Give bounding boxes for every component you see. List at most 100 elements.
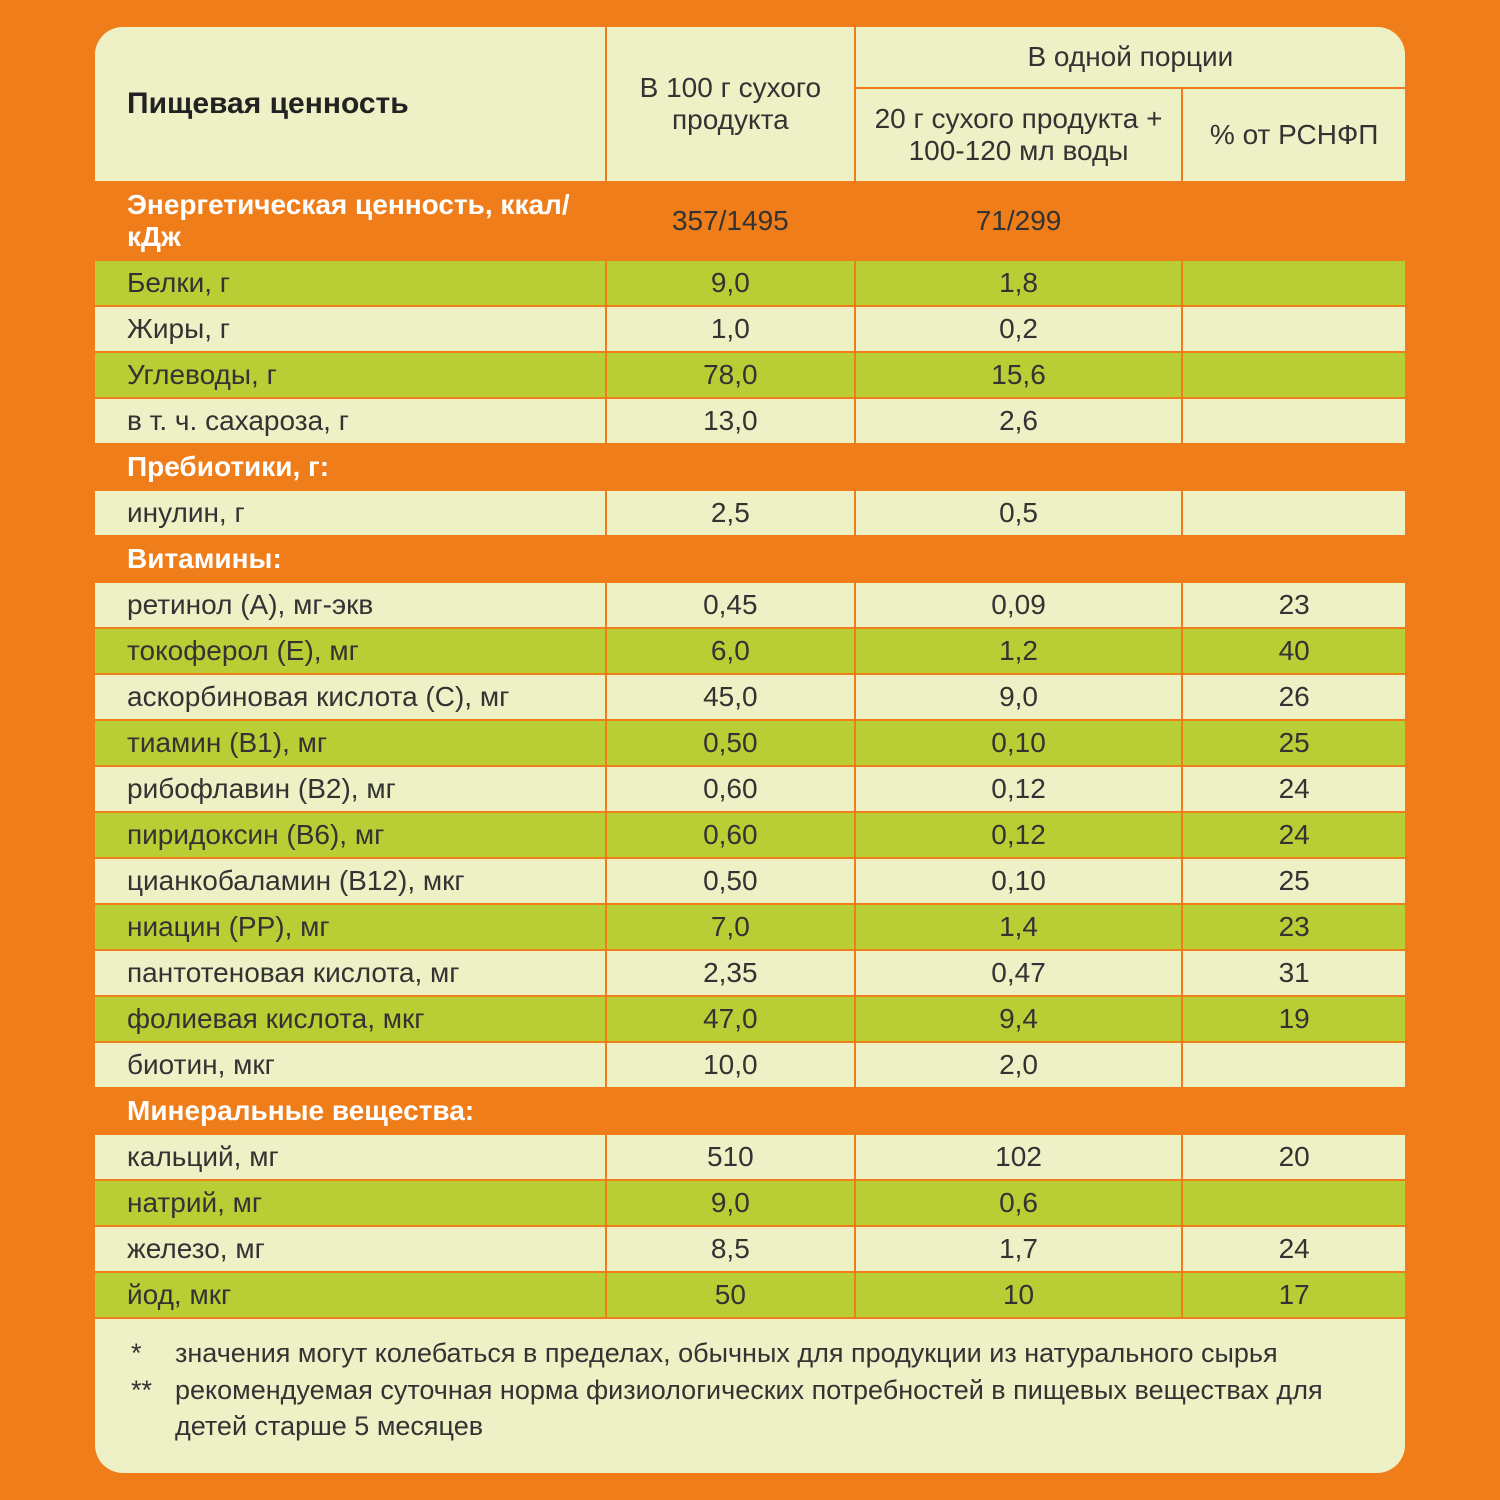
row-label: в т. ч. сахароза, г	[95, 398, 606, 444]
cell-pct	[1182, 490, 1405, 536]
table-row: цианкобаламин (В12), мкг0,500,1025	[95, 858, 1405, 904]
table-row: Жиры, г1,00,2	[95, 306, 1405, 352]
cell-100g: 10,0	[606, 1042, 855, 1088]
cell-pct: 26	[1182, 674, 1405, 720]
row-label: пиридоксин (В6), мг	[95, 812, 606, 858]
cell-portion: 1,4	[855, 904, 1183, 950]
row-label: йод, мкг	[95, 1272, 606, 1318]
row-label: Минеральные вещества:	[95, 1088, 606, 1134]
cell-pct: 23	[1182, 904, 1405, 950]
table-row: тиамин (В1), мг0,500,1025	[95, 720, 1405, 766]
cell-100g: 2,35	[606, 950, 855, 996]
cell-pct	[1182, 306, 1405, 352]
cell-pct	[1182, 536, 1405, 582]
cell-100g: 78,0	[606, 352, 855, 398]
cell-pct	[1182, 1180, 1405, 1226]
cell-pct: 24	[1182, 812, 1405, 858]
table-row: ниацин (РР), мг7,01,423	[95, 904, 1405, 950]
cell-100g: 7,0	[606, 904, 855, 950]
cell-pct	[1182, 260, 1405, 306]
section-row: Минеральные вещества:	[95, 1088, 1405, 1134]
row-label: Энергетическая ценность, ккал/кДж	[95, 182, 606, 260]
cell-portion: 2,0	[855, 1042, 1183, 1088]
cell-portion: 10	[855, 1272, 1183, 1318]
cell-pct: 25	[1182, 720, 1405, 766]
row-label: биотин, мкг	[95, 1042, 606, 1088]
cell-portion: 0,5	[855, 490, 1183, 536]
cell-100g: 50	[606, 1272, 855, 1318]
cell-portion: 71/299	[855, 182, 1183, 260]
footnote-marker: **	[131, 1372, 175, 1445]
cell-100g	[606, 444, 855, 490]
row-label: цианкобаламин (В12), мкг	[95, 858, 606, 904]
row-label: аскорбиновая кислота (С), мг	[95, 674, 606, 720]
section-row: Пребиотики, г:	[95, 444, 1405, 490]
cell-pct: 24	[1182, 1226, 1405, 1272]
footnote-text: значения могут колебаться в пределах, об…	[175, 1335, 1278, 1371]
cell-portion: 0,10	[855, 720, 1183, 766]
row-label: фолиевая кислота, мкг	[95, 996, 606, 1042]
header-percent-rsnfp: % от РСНФП	[1182, 88, 1405, 182]
table-row: железо, мг8,51,724	[95, 1226, 1405, 1272]
row-label: Жиры, г	[95, 306, 606, 352]
row-label: ниацин (РР), мг	[95, 904, 606, 950]
cell-portion: 102	[855, 1134, 1183, 1180]
row-label: ретинол (А), мг-экв	[95, 582, 606, 628]
row-label: пантотеновая кислота, мг	[95, 950, 606, 996]
cell-pct	[1182, 1042, 1405, 1088]
cell-100g: 45,0	[606, 674, 855, 720]
footnote-marker: *	[131, 1335, 175, 1371]
cell-pct	[1182, 352, 1405, 398]
row-label: Углеводы, г	[95, 352, 606, 398]
table-row: йод, мкг501017	[95, 1272, 1405, 1318]
table-row: рибофлавин (В2), мг0,600,1224	[95, 766, 1405, 812]
cell-portion: 1,7	[855, 1226, 1183, 1272]
cell-pct	[1182, 444, 1405, 490]
table-body: Энергетическая ценность, ккал/кДж357/149…	[95, 182, 1405, 1318]
cell-100g: 8,5	[606, 1226, 855, 1272]
cell-pct: 40	[1182, 628, 1405, 674]
nutrition-card: Пищевая ценность В 100 г сухого продукта…	[95, 27, 1405, 1472]
cell-100g: 2,5	[606, 490, 855, 536]
cell-100g: 0,45	[606, 582, 855, 628]
cell-100g: 0,60	[606, 812, 855, 858]
cell-portion: 9,4	[855, 996, 1183, 1042]
header-portion-group: В одной порции	[855, 27, 1405, 88]
cell-portion	[855, 444, 1183, 490]
row-label: кальций, мг	[95, 1134, 606, 1180]
table-row: пиридоксин (В6), мг0,600,1224	[95, 812, 1405, 858]
cell-portion	[855, 536, 1183, 582]
row-label: токоферол (Е), мг	[95, 628, 606, 674]
cell-100g: 6,0	[606, 628, 855, 674]
cell-portion: 1,2	[855, 628, 1183, 674]
cell-portion: 0,09	[855, 582, 1183, 628]
header-portion-desc: 20 г сухого продукта + 100-120 мл воды	[855, 88, 1183, 182]
cell-pct: 31	[1182, 950, 1405, 996]
cell-100g: 357/1495	[606, 182, 855, 260]
cell-100g: 47,0	[606, 996, 855, 1042]
table-row: натрий, мг9,00,6	[95, 1180, 1405, 1226]
table-row: кальций, мг51010220	[95, 1134, 1405, 1180]
cell-portion: 0,10	[855, 858, 1183, 904]
nutrition-table: Пищевая ценность В 100 г сухого продукта…	[95, 27, 1405, 1319]
section-row: Витамины:	[95, 536, 1405, 582]
table-row: биотин, мкг10,02,0	[95, 1042, 1405, 1088]
cell-portion: 0,47	[855, 950, 1183, 996]
cell-portion: 2,6	[855, 398, 1183, 444]
cell-pct: 19	[1182, 996, 1405, 1042]
table-row: фолиевая кислота, мкг47,09,419	[95, 996, 1405, 1042]
row-label: рибофлавин (В2), мг	[95, 766, 606, 812]
cell-100g: 13,0	[606, 398, 855, 444]
cell-100g	[606, 536, 855, 582]
table-row: в т. ч. сахароза, г13,02,6	[95, 398, 1405, 444]
cell-portion: 9,0	[855, 674, 1183, 720]
cell-portion: 0,12	[855, 812, 1183, 858]
table-row: Углеводы, г78,015,6	[95, 352, 1405, 398]
table-row: пантотеновая кислота, мг2,350,4731	[95, 950, 1405, 996]
cell-portion: 15,6	[855, 352, 1183, 398]
row-label: натрий, мг	[95, 1180, 606, 1226]
row-label: тиамин (В1), мг	[95, 720, 606, 766]
row-label: Белки, г	[95, 260, 606, 306]
cell-pct: 20	[1182, 1134, 1405, 1180]
table-row: инулин, г2,50,5	[95, 490, 1405, 536]
